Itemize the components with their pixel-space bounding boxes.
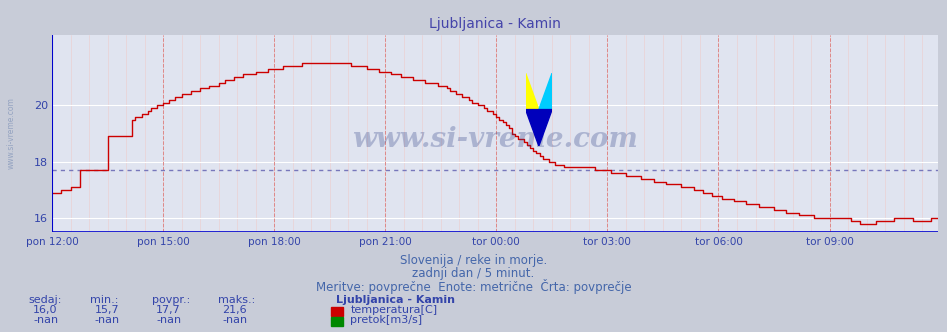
Text: -nan: -nan	[33, 315, 59, 325]
Text: pretok[m3/s]: pretok[m3/s]	[350, 315, 422, 325]
Polygon shape	[526, 110, 552, 146]
Text: -nan: -nan	[95, 315, 120, 325]
Text: Ljubljanica - Kamin: Ljubljanica - Kamin	[336, 295, 456, 305]
Text: temperatura[C]: temperatura[C]	[350, 305, 438, 315]
Title: Ljubljanica - Kamin: Ljubljanica - Kamin	[429, 17, 561, 31]
Text: Slovenija / reke in morje.: Slovenija / reke in morje.	[400, 254, 547, 267]
Text: maks.:: maks.:	[218, 295, 255, 305]
Text: -nan: -nan	[223, 315, 248, 325]
Text: www.si-vreme.com: www.si-vreme.com	[7, 97, 16, 169]
Text: 16,0: 16,0	[33, 305, 58, 315]
Text: povpr.:: povpr.:	[152, 295, 189, 305]
Text: 21,6: 21,6	[223, 305, 247, 315]
Text: 17,7: 17,7	[156, 305, 181, 315]
Text: 15,7: 15,7	[95, 305, 119, 315]
Text: Meritve: povprečne  Enote: metrične  Črta: povprečje: Meritve: povprečne Enote: metrične Črta:…	[315, 279, 632, 293]
Text: sedaj:: sedaj:	[28, 295, 62, 305]
Text: min.:: min.:	[90, 295, 118, 305]
Text: -nan: -nan	[156, 315, 182, 325]
Polygon shape	[526, 73, 539, 110]
Polygon shape	[539, 73, 552, 110]
Text: zadnji dan / 5 minut.: zadnji dan / 5 minut.	[412, 267, 535, 280]
Text: www.si-vreme.com: www.si-vreme.com	[352, 126, 637, 153]
